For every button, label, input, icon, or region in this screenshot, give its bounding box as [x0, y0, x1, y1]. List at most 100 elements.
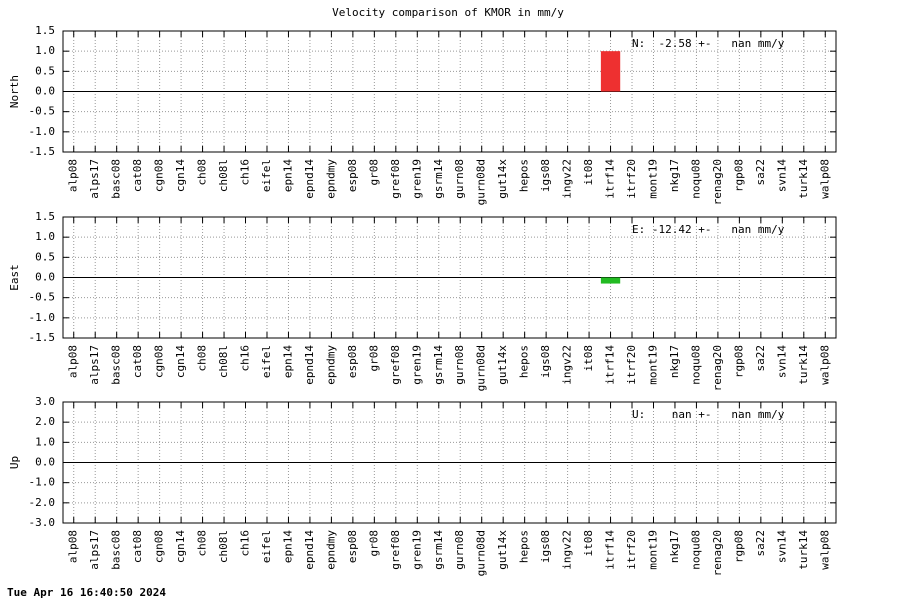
x-tick-label: noqu08 — [689, 530, 702, 570]
x-tick-label: itrf14 — [604, 159, 617, 199]
y-tick-label: -0.5 — [29, 105, 56, 118]
x-tick-label: turk14 — [797, 345, 810, 385]
figure-title: Velocity comparison of KMOR in mm/y — [332, 6, 564, 19]
x-tick-label: epndmy — [324, 530, 337, 570]
x-tick-label: igs08 — [539, 159, 552, 192]
x-tick-label: renag20 — [711, 530, 724, 576]
x-tick-label: it08 — [582, 159, 595, 186]
x-tick-label: gr08 — [367, 530, 380, 557]
x-tick-label: igs08 — [539, 530, 552, 563]
y-tick-label: 0.5 — [35, 250, 55, 263]
y-axis-label: North — [8, 75, 21, 108]
x-tick-label: gut14x — [496, 530, 509, 570]
bar — [600, 51, 621, 92]
x-tick-label: cgn14 — [174, 345, 187, 378]
x-tick-label: walp08 — [818, 345, 831, 385]
x-tick-label: basc08 — [110, 530, 123, 570]
x-tick-label: gsrm14 — [432, 345, 445, 385]
x-tick-label: itrf20 — [625, 159, 638, 199]
timestamp: Tue Apr 16 16:40:50 2024 — [7, 586, 166, 599]
x-tick-label: ch16 — [239, 530, 252, 557]
y-tick-label: 1.0 — [35, 44, 55, 57]
plot-frame — [62, 401, 837, 524]
x-tick-label: nkg17 — [668, 345, 681, 378]
y-tick-label: 0.0 — [35, 85, 55, 98]
x-tick-label: mont19 — [646, 345, 659, 385]
x-tick-label: itrf20 — [625, 345, 638, 385]
y-axis-label: Up — [8, 456, 21, 469]
x-tick-label: sa22 — [754, 345, 767, 372]
x-tick-label: ch08l — [217, 530, 230, 563]
x-tick-label: noqu08 — [689, 159, 702, 199]
y-tick-label: -1.0 — [29, 125, 56, 138]
y-tick-label: -1.5 — [29, 331, 56, 344]
y-tick-label: 0.5 — [35, 64, 55, 77]
x-tick-label: epn14 — [281, 530, 294, 563]
x-tick-label: gref08 — [389, 159, 402, 199]
x-tick-label: eifel — [260, 530, 273, 563]
x-tick-label: igs08 — [539, 345, 552, 378]
x-tick-label: walp08 — [818, 159, 831, 199]
x-tick-label: ch16 — [239, 345, 252, 372]
x-tick-label: renag20 — [711, 159, 724, 205]
y-tick-label: 2.0 — [35, 415, 55, 428]
x-tick-label: epndmy — [324, 159, 337, 199]
x-tick-label: itrf14 — [604, 530, 617, 570]
y-tick-label: 1.5 — [35, 210, 55, 223]
x-tick-label: svn14 — [775, 159, 788, 192]
x-tick-label: alp08 — [67, 159, 80, 192]
x-tick-label: gren19 — [410, 345, 423, 385]
x-tick-label: ch08l — [217, 345, 230, 378]
x-tick-label: ingv22 — [561, 159, 574, 199]
x-tick-label: ingv22 — [561, 345, 574, 385]
x-tick-label: cgn08 — [153, 530, 166, 563]
x-tick-label: epn14 — [281, 159, 294, 192]
x-tick-label: walp08 — [818, 530, 831, 570]
x-tick-label: gurn08d — [475, 345, 488, 391]
x-tick-label: gren19 — [410, 530, 423, 570]
y-tick-label: -1.0 — [29, 311, 56, 324]
x-tick-label: itrf20 — [625, 530, 638, 570]
y-tick-label: -3.0 — [29, 516, 56, 529]
x-tick-label: epn14 — [281, 345, 294, 378]
x-tick-label: gurn08 — [453, 345, 466, 385]
x-tick-label: it08 — [582, 345, 595, 372]
x-tick-label: cat08 — [131, 530, 144, 563]
x-tick-label: ch16 — [239, 159, 252, 186]
y-tick-label: -1.0 — [29, 476, 56, 489]
y-tick-label: -2.0 — [29, 496, 56, 509]
annotation: E: -12.42 +- nan mm/y — [632, 223, 785, 236]
x-tick-label: alps17 — [88, 159, 101, 199]
x-tick-label: eifel — [260, 159, 273, 192]
x-tick-label: esp08 — [346, 159, 359, 192]
x-tick-label: hepos — [518, 345, 531, 378]
x-tick-label: mont19 — [646, 159, 659, 199]
x-tick-label: cgn14 — [174, 159, 187, 192]
x-tick-label: hepos — [518, 159, 531, 192]
x-tick-label: gref08 — [389, 530, 402, 570]
x-tick-label: esp08 — [346, 345, 359, 378]
x-tick-label: gref08 — [389, 345, 402, 385]
x-tick-label: noqu08 — [689, 345, 702, 385]
x-tick-label: cat08 — [131, 159, 144, 192]
plot-frame — [62, 30, 837, 153]
x-tick-label: it08 — [582, 530, 595, 557]
x-tick-label: cgn08 — [153, 159, 166, 192]
x-tick-label: gut14x — [496, 159, 509, 199]
x-tick-label: gurn08 — [453, 159, 466, 199]
x-tick-label: alp08 — [67, 345, 80, 378]
y-tick-label: -0.5 — [29, 291, 56, 304]
x-tick-label: ch08 — [196, 530, 209, 557]
y-tick-label: 0.0 — [35, 271, 55, 284]
x-tick-label: sa22 — [754, 530, 767, 557]
y-axis-label: East — [8, 264, 21, 291]
x-tick-label: eifel — [260, 345, 273, 378]
x-tick-label: ch08 — [196, 345, 209, 372]
x-tick-label: sa22 — [754, 159, 767, 186]
x-tick-label: rgp08 — [732, 159, 745, 192]
x-tick-label: cgn14 — [174, 530, 187, 563]
x-tick-label: gurn08 — [453, 530, 466, 570]
x-tick-label: hepos — [518, 530, 531, 563]
